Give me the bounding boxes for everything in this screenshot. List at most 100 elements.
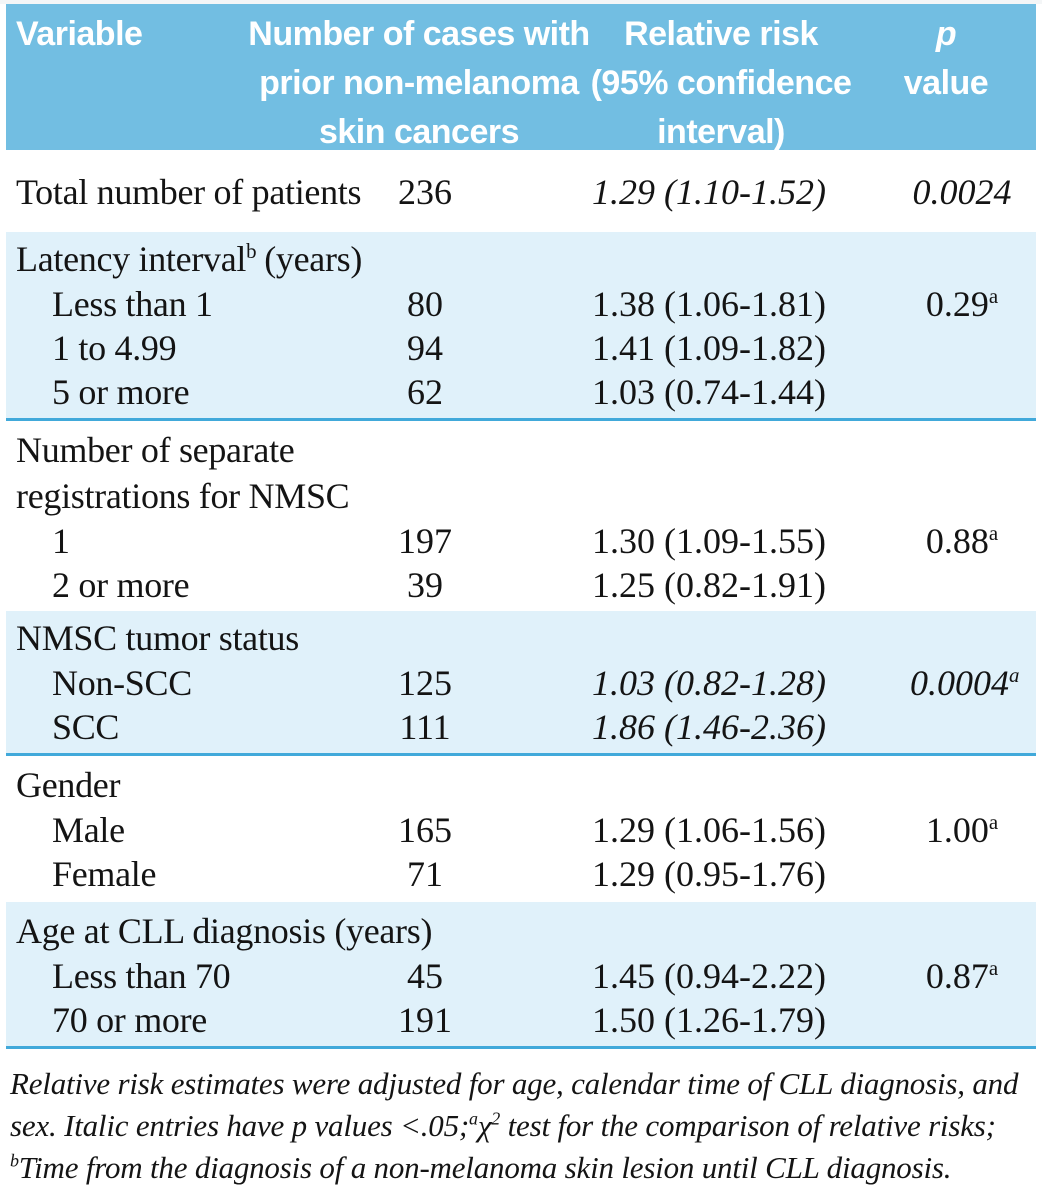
section-latency-interval: Latency intervalb (years) Less than 1 80 … (6, 232, 1036, 421)
p-value (910, 705, 1036, 749)
p-value (910, 370, 1036, 414)
p-value-text: 0.29 (925, 284, 989, 324)
row-label: Less than 1 (52, 284, 213, 324)
cases-value: 125 (398, 663, 452, 703)
table-header: Variable Number of cases with prior non-… (6, 4, 1036, 151)
p-value (910, 326, 1036, 370)
p-value-text: 0.0024 (912, 172, 1012, 212)
section-title-text: Number of separate registrations for NMS… (16, 430, 350, 516)
cases-value: 191 (398, 1000, 452, 1040)
chi-square-exponent: 2 (491, 1108, 501, 1129)
relative-risk-value: 1.25 (0.82-1.91) (592, 565, 826, 605)
footnote: Relative risk estimates were adjusted fo… (6, 1049, 1036, 1188)
section-title-text: Age at CLL diagnosis (years) (16, 911, 433, 951)
section-registrations: Number of separate registrations for NMS… (6, 421, 1036, 611)
section-title: Latency intervalb (years) (6, 236, 1036, 282)
p-value: 0.0004a (910, 661, 1036, 705)
table-row: Female 71 1.29 (0.95-1.76) (6, 852, 1036, 896)
relative-risk-value: 1.50 (1.26-1.79) (592, 1000, 826, 1040)
footnote-marker-b: b (10, 1150, 19, 1171)
cases-value: 45 (407, 956, 443, 996)
section-title: Age at CLL diagnosis (years) (6, 908, 1036, 954)
p-value-text: 0.87 (925, 956, 989, 996)
footnote-marker-a: a (988, 810, 999, 834)
table-row: 1 197 1.30 (1.09-1.55) 0.88a (6, 519, 1036, 563)
footnote-marker-a: a (988, 521, 999, 545)
row-label: Non-SCC (52, 663, 192, 703)
section-total-patients: Total number of patients 236 1.29 (1.10-… (6, 150, 1036, 232)
section-nmsc-tumor-status: NMSC tumor status Non-SCC 125 1.03 (0.82… (6, 611, 1036, 756)
footnote-line-2: sex. Italic entries have p values <.05;a… (10, 1105, 1032, 1147)
p-value (910, 852, 1036, 896)
relative-risk-value: 1.29 (0.95-1.76) (592, 854, 826, 894)
footnote-marker-a: a (469, 1108, 478, 1129)
relative-risk-value: 1.03 (0.82-1.28) (592, 663, 826, 703)
p-value-text: 0.88 (925, 521, 989, 561)
footnote-marker-a: a (988, 284, 999, 308)
cases-value: 71 (407, 854, 443, 894)
table-row: Less than 1 80 1.38 (1.06-1.81) 0.29a (6, 282, 1036, 326)
p-value-text: 1.00 (925, 810, 989, 850)
footnote-marker-a: a (1009, 663, 1020, 687)
table-row: 2 or more 39 1.25 (0.82-1.91) (6, 563, 1036, 607)
row-label: 1 to 4.99 (52, 328, 177, 368)
table-row: 1 to 4.99 94 1.41 (1.09-1.82) (6, 326, 1036, 370)
column-header-relative-risk: Relative risk (95% confidence interval) (590, 15, 852, 151)
cases-value: 80 (407, 284, 443, 324)
table-row: 5 or more 62 1.03 (0.74-1.44) (6, 370, 1036, 414)
row-label: 5 or more (52, 372, 190, 412)
row-label: Less than 70 (52, 956, 231, 996)
section-gender: Gender Male 165 1.29 (1.06-1.56) 1.00a F… (6, 756, 1036, 902)
footnote-text: test for the comparison of relative risk… (500, 1108, 996, 1143)
relative-risk-value: 1.29 (1.06-1.56) (592, 810, 826, 850)
column-header-variable: Variable (16, 15, 143, 53)
column-header-p-value: p value (871, 10, 1021, 108)
row-label: SCC (52, 707, 120, 747)
table-row: Less than 70 45 1.45 (0.94-2.22) 0.87a (6, 954, 1036, 998)
p-value: 0.87a (910, 954, 1036, 998)
column-header-cases: Number of cases with prior non-melanoma … (248, 15, 590, 151)
section-title: Gender (6, 762, 1036, 808)
chi-symbol: χ (477, 1108, 492, 1143)
row-label: 1 (52, 521, 70, 561)
relative-risk-value: 1.30 (1.09-1.55) (592, 521, 826, 561)
relative-risk-value: 1.41 (1.09-1.82) (592, 328, 826, 368)
p-value (910, 998, 1036, 1042)
cases-value: 197 (398, 521, 452, 561)
footnote-marker-a: a (988, 956, 999, 980)
section-title-text: Latency interval (16, 239, 247, 279)
section-title-suffix: (years) (264, 239, 363, 279)
footnote-line-3: bTime from the diagnosis of a non-melano… (10, 1147, 1032, 1188)
table-row: SCC 111 1.86 (1.46-2.36) (6, 705, 1036, 749)
p-value: 0.88a (910, 519, 1036, 563)
relative-risk-value: 1.45 (0.94-2.22) (592, 956, 826, 996)
relative-risk-value: 1.03 (0.74-1.44) (592, 372, 826, 412)
cases-value: 94 (407, 328, 443, 368)
section-title-text: NMSC tumor status (16, 618, 299, 658)
p-value: 0.0024 (910, 170, 1036, 214)
row-label: Male (52, 810, 125, 850)
row-label: 2 or more (52, 565, 190, 605)
p-value: 1.00a (910, 808, 1036, 852)
cases-value: 236 (398, 172, 452, 212)
row-label: 70 or more (52, 1000, 207, 1040)
section-title: Number of separate registrations for NMS… (6, 427, 416, 519)
cases-value: 39 (407, 565, 443, 605)
row-label: Total number of patients (16, 172, 362, 212)
footnote-marker-b: b (246, 239, 257, 263)
p-value: 0.29a (910, 282, 1036, 326)
p-value-text: 0.0004 (910, 663, 1009, 703)
table-row: Male 165 1.29 (1.06-1.56) 1.00a (6, 808, 1036, 852)
p-header-label: p (935, 15, 957, 53)
table-row: Non-SCC 125 1.03 (0.82-1.28) 0.0004a (6, 661, 1036, 705)
relative-risk-value: 1.29 (1.10-1.52) (592, 172, 826, 212)
value-header-label: value (903, 64, 989, 102)
p-value (910, 563, 1036, 607)
table-row: Total number of patients 236 1.29 (1.10-… (6, 170, 1036, 214)
cases-value: 62 (407, 372, 443, 412)
top-edge (0, 0, 1042, 4)
row-label: Female (52, 854, 157, 894)
section-age-at-diagnosis: Age at CLL diagnosis (years) Less than 7… (6, 902, 1036, 1049)
table-row: 70 or more 191 1.50 (1.26-1.79) (6, 998, 1036, 1042)
